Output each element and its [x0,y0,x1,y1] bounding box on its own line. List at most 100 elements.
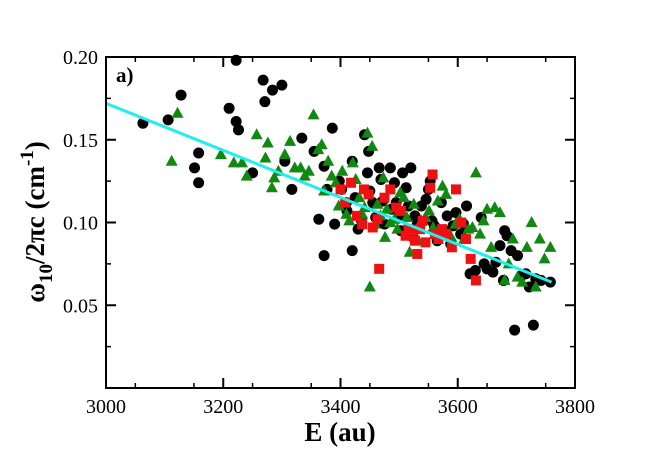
square-point [357,219,368,230]
triangle-point [493,206,506,218]
square-point [450,184,461,195]
triangle-point [474,227,487,239]
triangle-point [520,240,533,252]
circle-point [329,218,341,230]
triangle-point [322,154,335,166]
square-point [427,169,438,180]
y-axis-title-end: ) [20,141,50,150]
x-tick-label: 3000 [86,396,126,418]
square-point [441,229,452,240]
circle-point [230,116,242,128]
circle-point [257,74,269,86]
triangle-point [477,214,490,226]
square-point [456,217,467,228]
triangle-point [265,181,278,193]
data-marks [105,54,557,336]
square-point [367,222,378,233]
square-point [395,205,406,216]
circle-point [286,183,298,195]
triangle-point [363,280,376,292]
circle-point [276,79,288,91]
square-point [351,210,362,221]
y-axis-title: ω10/2πc (cm-1) [17,141,57,303]
circle-point [346,245,358,257]
circle-point [318,250,330,262]
y-tick-label: 0.10 [63,213,98,235]
triangle-point [466,220,479,232]
triangle-point [431,194,444,206]
triangle-point [336,164,349,176]
square-point [400,230,411,241]
square-point [446,242,457,253]
triangle-point [302,164,315,176]
circle-point [223,102,235,114]
triangle-point [525,216,538,227]
triangle-point [397,191,410,203]
triangle-point [332,199,345,211]
triangle-point [250,128,263,140]
y-tick-label: 0.15 [63,130,98,152]
circle-point [441,210,453,222]
fit-line [105,101,553,284]
triangle-point [171,106,184,118]
triangle-point [400,211,413,223]
triangle-point [488,201,501,213]
triangle-point [377,171,390,183]
circle-point [266,84,278,96]
triangle-point [236,156,249,168]
triangle-point [423,204,436,216]
y-axis-title-sup: -1 [17,150,38,166]
square-point [412,248,423,259]
circle-point [193,177,205,189]
circle-point [232,124,244,136]
circle-point [162,114,174,126]
x-tick-label: 3400 [321,396,361,418]
triangle-point [529,280,542,292]
x-tick-label: 3200 [203,396,243,418]
triangle-point [516,275,529,287]
x-tick-label: 3800 [555,396,595,418]
square-point [417,215,428,226]
circle-point [326,122,338,134]
triangle-point [353,191,366,203]
square-point [420,237,431,248]
triangle-point [533,232,546,244]
x-axis-title: E (au) [304,417,375,447]
circle-point [361,167,373,179]
circle-point [384,162,396,174]
square-point [425,182,436,193]
triangle-point [371,197,384,209]
y-axis-title-sub: 10 [36,264,57,283]
triangle-point [436,179,449,191]
triangle-point [278,148,291,160]
triangle-point [307,108,320,120]
triangle-point [240,169,253,181]
circle-point [405,162,417,174]
circle-point [397,167,409,179]
triangle-point [315,138,328,150]
circle-point [189,162,201,174]
triangle-point [379,230,392,242]
triangle-point [261,136,274,148]
square-point [374,263,385,274]
circle-point [509,324,521,336]
triangle-point [346,156,359,168]
circle-point [313,213,325,225]
triangle-point [485,240,498,252]
triangle-point [165,154,178,166]
y-axis-title-main: ω [20,283,50,303]
circle-point [193,147,205,159]
circle-point [527,319,539,331]
y-tick-label: 0.20 [63,47,98,69]
square-point [335,184,346,195]
y-axis-title-mid: /2πc (cm [20,166,50,266]
square-point [409,235,420,246]
x-tick-label: 3600 [438,396,478,418]
square-point [460,234,471,245]
triangle-point [469,166,482,178]
panel-label: a) [116,63,134,87]
plot-frame [105,56,576,389]
triangle-point [538,252,551,264]
triangle-point [366,139,379,151]
